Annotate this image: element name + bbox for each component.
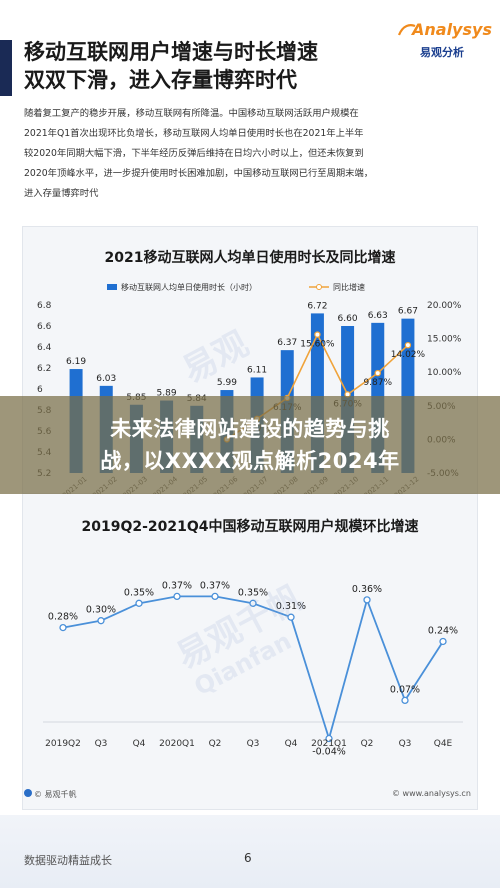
source-left: © 易观千帆 (34, 790, 77, 799)
point-value-label: 0.24% (428, 625, 458, 636)
point-value-label: 0.30% (86, 605, 116, 616)
chart1-title: 2021移动互联网人均单日使用时长及同比增速 (104, 250, 396, 266)
y-right-tick-label: 15.00% (427, 335, 462, 345)
y-left-tick-label: 6.8 (37, 301, 52, 311)
logo-swoosh-icon (398, 24, 416, 36)
bar-value-label: 6.19 (66, 357, 86, 367)
analysys-logo: Analysys 易观分析 (398, 20, 492, 66)
growth-value-label: 9.87% (363, 378, 392, 388)
page-footer (0, 815, 500, 888)
title-line-2: 双双下滑，进入存量博弈时代 (24, 68, 297, 92)
bar-value-label: 5.99 (217, 378, 237, 388)
point-value-label: 0.36% (352, 584, 382, 595)
point-value-label: 0.37% (200, 580, 230, 591)
y-right-tick-label: 10.00% (427, 368, 462, 378)
legend-bar-swatch (107, 284, 117, 290)
point-value-label: 0.31% (276, 601, 306, 612)
x-tick-label: Q4E (434, 739, 453, 749)
y-left-tick-label: 6.6 (37, 322, 52, 332)
point-value-label: 0.28% (48, 612, 78, 623)
bar-value-label: 6.60 (338, 314, 358, 324)
point-value-label: 0.07% (390, 684, 420, 695)
user-growth-chart: 0.28% 2019Q2 0.30% Q3 0.35% Q4 0.37% 2020Q1 0.37… (43, 580, 463, 758)
growth-point (59, 623, 67, 632)
growth-point (401, 696, 409, 705)
growth-point (439, 637, 447, 646)
source-icon (24, 789, 32, 797)
paragraph-line: 较2020年同期大幅下滑，下半年经历反弹后维持在日均六小时以上，但还未恢复到 (24, 148, 364, 159)
x-tick-label: 2021Q1 (311, 739, 347, 749)
x-tick-label: Q4 (285, 739, 298, 749)
logo-text-en: Analysys (412, 20, 492, 39)
overlay-line-1: 未来法律网站建设的趋势与挑 (110, 417, 390, 441)
point-value-label: 0.37% (162, 580, 192, 591)
y-right-tick-label: 20.00% (427, 301, 462, 311)
growth-point (287, 613, 295, 621)
x-tick-label: Q2 (361, 739, 374, 749)
growth-point (363, 596, 371, 604)
page-title: 移动互联网用户增速与时长增速 双双下滑，进入存量博弈时代 (24, 38, 384, 94)
x-tick-label: 2019Q2 (45, 739, 81, 749)
bar-value-label: 6.03 (96, 374, 116, 384)
logo-text-cn: 易观分析 (420, 46, 464, 59)
user-growth-chart-panel: 2019Q2-2021Q4中国移动互联网用户规模环比增速 0.28% 2019Q2… (22, 494, 478, 810)
legend-line-marker (316, 284, 322, 290)
overlay-headline: 未来法律网站建设的趋势与挑 战，以XXXX观点解析2024年 (10, 413, 490, 477)
growth-point (211, 592, 219, 601)
bar-value-label: 6.63 (368, 311, 388, 321)
point-value-label: 0.35% (238, 587, 268, 598)
growth-value-label: 14.02% (391, 350, 426, 360)
overlay-line-2: 战，以XXXX观点解析2024年 (100, 449, 400, 473)
headline-overlay (0, 396, 500, 494)
legend-bar-label: 移动互联网人均单日使用时长（小时） (121, 282, 257, 292)
title-line-1: 移动互联网用户增速与时长增速 (24, 40, 318, 64)
growth-point (314, 331, 321, 338)
y-left-tick-label: 6.2 (37, 364, 51, 374)
source-right: © www.analysys.cn (392, 789, 471, 798)
x-tick-label: Q4 (133, 739, 146, 749)
point-value-label: -0.04% (312, 747, 346, 758)
growth-point (404, 341, 412, 349)
growth-value-label: 15.60% (300, 340, 335, 350)
growth-point (135, 599, 143, 607)
intro-paragraph: 随着复工复产的稳步开展，移动互联网有所降温。中国移动互联网活跃用户规模在 202… (24, 104, 480, 204)
paragraph-line: 2020年顶峰水平，进一步提升使用时长困难加剧，中国移动互联网已行至周期末端， (24, 168, 374, 179)
y-left-tick-label: 6 (37, 385, 43, 395)
y-left-tick-label: 6.4 (37, 343, 52, 353)
x-tick-label: Q3 (399, 739, 412, 749)
growth-point (249, 599, 257, 607)
bar-value-label: 6.67 (398, 307, 418, 317)
bar-value-label: 6.37 (277, 338, 297, 348)
bar-value-label: 5.89 (157, 389, 177, 399)
x-tick-label: Q3 (247, 739, 260, 749)
x-tick-label: Q3 (95, 739, 108, 749)
footer-slogan: 数据驱动精益成长 (24, 854, 112, 867)
growth-point (97, 617, 105, 625)
legend-line-label: 同比增速 (333, 282, 365, 292)
growth-point (173, 592, 181, 601)
title-accent-bar (0, 40, 12, 96)
bar-value-label: 6.11 (247, 365, 267, 375)
chart2-title: 2019Q2-2021Q4中国移动互联网用户规模环比增速 (81, 519, 419, 535)
growth-point (374, 369, 381, 377)
point-value-label: 0.35% (124, 587, 154, 598)
x-tick-label: Q2 (209, 739, 222, 749)
growth-point (325, 734, 333, 743)
x-tick-label: 2020Q1 (159, 739, 195, 749)
paragraph-line: 进入存量博弈时代 (24, 188, 99, 199)
paragraph-line: 2021年Q1首次出现环比负增长，移动互联网人均单日使用时长也在2021年上半年 (24, 128, 364, 139)
page-number: 6 (244, 851, 252, 865)
paragraph-line: 随着复工复产的稳步开展，移动互联网有所降温。中国移动互联网活跃用户规模在 (24, 108, 359, 119)
bar-value-label: 6.72 (307, 301, 327, 311)
